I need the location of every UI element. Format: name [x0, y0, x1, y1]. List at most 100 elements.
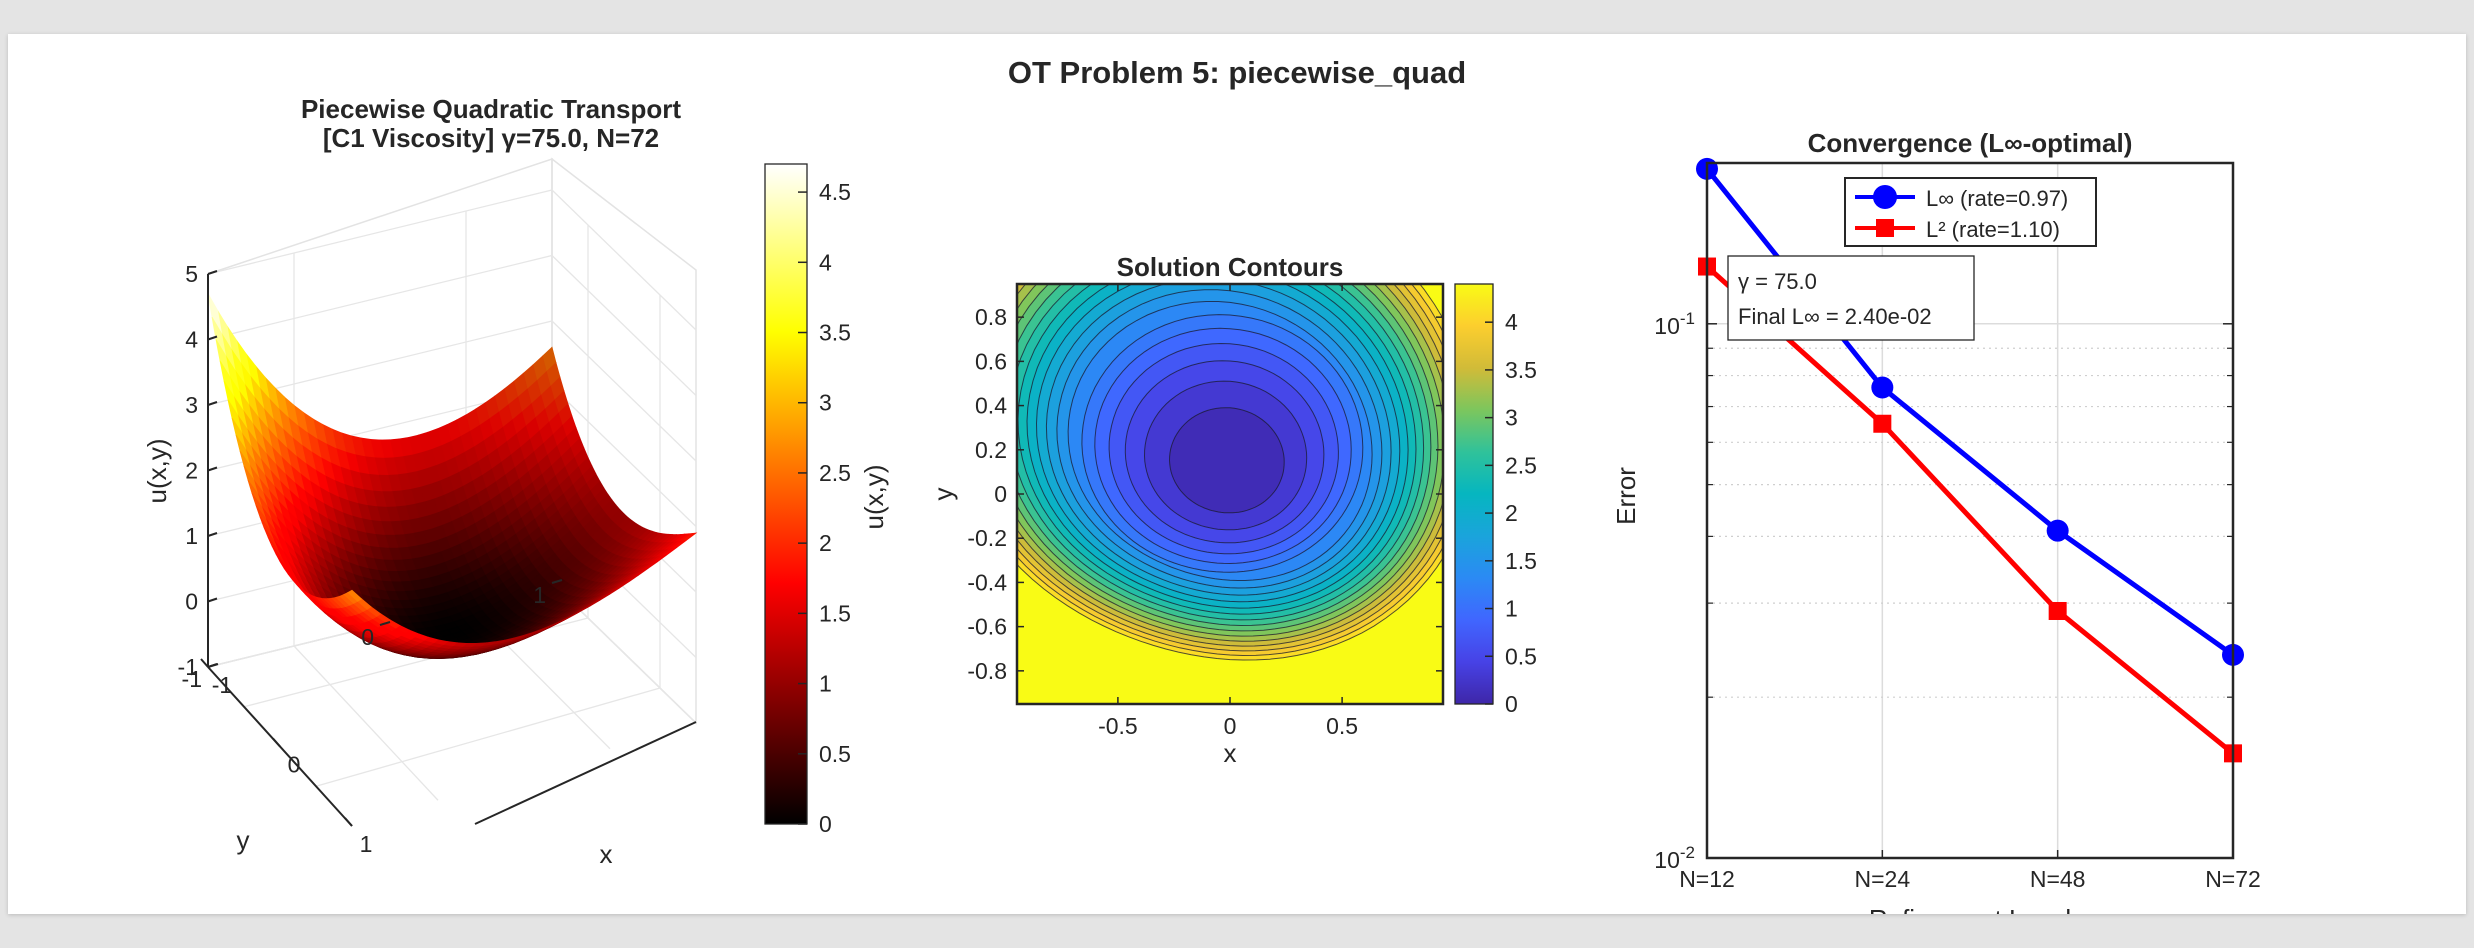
- contour-panel: Solution Contours -0.5 0 0.5 0.8 0.6 0.4 0.2 0…: [928, 252, 1537, 768]
- contour-colorbar: [1454, 283, 1494, 705]
- surface-colorbar-tick: 0: [819, 811, 832, 837]
- surface-zlabel: u(x,y): [142, 439, 172, 504]
- surface-ytick-label: -1: [182, 666, 202, 692]
- legend-entry-linf: L∞ (rate=0.97): [1926, 186, 2068, 211]
- contour-level-line: [1017, 284, 1417, 615]
- contour-level-line: [1124, 360, 1325, 544]
- contour-ylabel: y: [928, 488, 958, 501]
- surface-title-line2: [C1 Viscosity] γ=75.0, N=72: [323, 123, 659, 153]
- convergence-title: Convergence (L∞-optimal): [1808, 128, 2133, 158]
- surface-ytick-label: 1: [533, 582, 546, 608]
- convergence-xtick-label: N=24: [1855, 866, 1911, 892]
- convergence-legend: L∞ (rate=0.97) L² (rate=1.10): [1844, 177, 2097, 247]
- contour-level-line: [1056, 289, 1383, 589]
- l2-point: [2048, 601, 2067, 620]
- contour-ytick-label: -0.8: [967, 658, 1007, 684]
- surface-panel: Piecewise Quadratic Transport [C1 Viscos…: [142, 94, 889, 869]
- convergence-xtick-label: N=48: [2030, 866, 2086, 892]
- contour-colorbar-tick: 2.5: [1505, 452, 1537, 478]
- contour-level-line: [1026, 284, 1409, 609]
- convergence-axes-box: [1705, 161, 2235, 860]
- figure-window: OT Problem 5: piecewise_quad Piecewise Q…: [8, 34, 2466, 914]
- contour-colorbar-tick: 3.5: [1505, 357, 1537, 383]
- convergence-xlabel: Refinement Level: [1869, 904, 2071, 914]
- contour-level-line: [1017, 284, 1432, 627]
- contour-ytick-label: -0.6: [967, 614, 1007, 640]
- surface-xtick-label: 0: [288, 752, 301, 778]
- figure-canvas: OT Problem 5: piecewise_quad Piecewise Q…: [142, 55, 2261, 914]
- linf-point: [1871, 376, 1894, 399]
- legend-circle-marker: [1873, 185, 1897, 209]
- contour-ytick-label: 0.4: [975, 393, 1007, 419]
- convergence-series: [1696, 157, 2244, 763]
- linf-point: [2046, 519, 2069, 542]
- surface-ztick-label: 5: [185, 261, 198, 287]
- surface-ytick-label: 0: [361, 624, 374, 650]
- contour-level-line: [1067, 301, 1373, 581]
- contour-xlabel: x: [1224, 738, 1237, 768]
- surface-colorbar-tick: 3.5: [819, 320, 851, 346]
- contour-level-line: [1094, 327, 1352, 565]
- annotation-final-error: Final L∞ = 2.40e-02: [1738, 304, 1932, 329]
- series-line-l2: [1705, 264, 2235, 756]
- contour-ytick-label: 0.8: [975, 304, 1007, 330]
- legend-entry-l2: L² (rate=1.10): [1926, 217, 2060, 242]
- l2-point: [1873, 414, 1892, 433]
- contour-colorbar-tick: 1.5: [1505, 548, 1537, 574]
- contour-title: Solution Contours: [1117, 252, 1344, 282]
- contour-colorbar-tick: 1: [1505, 596, 1518, 622]
- contour-level-line: [1143, 380, 1308, 531]
- convergence-xtick-label: N=12: [1679, 866, 1735, 892]
- contour-level-line: [1081, 314, 1364, 573]
- surface-ztick-label: 0: [185, 589, 198, 615]
- contour-ytick-label: 0.2: [975, 437, 1007, 463]
- surface-colorbar: [764, 163, 808, 825]
- surface-xtick-label: -1: [212, 672, 232, 698]
- contour-ytick-label: 0: [994, 481, 1007, 507]
- surface-ylabel: y: [237, 825, 250, 855]
- contour-ytick-label: 0.6: [975, 348, 1007, 374]
- figure-suptitle: OT Problem 5: piecewise_quad: [1008, 55, 1466, 90]
- surface-colorbar-tick: 1.5: [819, 600, 851, 626]
- contour-colorbar-tick: 3: [1505, 405, 1518, 431]
- contour-level-line: [1045, 284, 1392, 596]
- contour-level-line: [1017, 284, 1443, 637]
- surface-ztick-label: 1: [185, 523, 198, 549]
- contour-level-line: [1168, 407, 1285, 514]
- annotation-gamma: γ = 75.0: [1738, 269, 1817, 294]
- convergence-annotation: γ = 75.0 Final L∞ = 2.40e-02: [1727, 255, 1975, 341]
- surface-colorbar-tick: 0.5: [819, 741, 851, 767]
- surface-ztick-label: -1: [178, 654, 198, 680]
- contour-xtick-label: 0: [1224, 713, 1237, 739]
- contour-colorbar-tick: 4: [1505, 309, 1518, 335]
- convergence-ytick-label: 10-1: [1654, 309, 1695, 339]
- contour-lines: [1017, 284, 1443, 661]
- convergence-ylabel: Error: [1611, 467, 1641, 525]
- surface-colorbar-tick: 1: [819, 671, 832, 697]
- contour-level-line: [1017, 284, 1443, 647]
- surface-colorbar-tick: 2.5: [819, 460, 851, 486]
- contour-level-line: [1108, 342, 1339, 555]
- contour-level-line: [1017, 284, 1443, 657]
- contour-colorbar-tick: 2: [1505, 500, 1518, 526]
- surface-colorbar-tick: 3: [819, 390, 832, 416]
- contour-level-line: [1035, 284, 1401, 603]
- legend-square-marker: [1876, 219, 1894, 237]
- surface-xlabel: x: [600, 839, 613, 869]
- surface-title-line1: Piecewise Quadratic Transport: [301, 94, 681, 124]
- contour-ytick-label: -0.2: [967, 525, 1007, 551]
- surface-colorbar-tick: 2: [819, 530, 832, 556]
- surface-colorbar-label: u(x,y): [859, 465, 889, 530]
- contour-xtick-label: 0.5: [1326, 713, 1358, 739]
- surface-colorbar-tick: 4: [819, 249, 832, 275]
- contour-level-line: [1017, 284, 1443, 642]
- surface-ztick-label: 3: [185, 392, 198, 418]
- surface-ztick-label: 4: [185, 327, 198, 353]
- contour-colorbar-tick: 0: [1505, 691, 1518, 717]
- surface-colorbar-tick: 4.5: [819, 179, 851, 205]
- convergence-ytick-label: 10-2: [1654, 843, 1695, 873]
- contour-xtick-label: -0.5: [1098, 713, 1138, 739]
- contour-level-line: [1017, 284, 1443, 652]
- contour-colorbar-tick: 0.5: [1505, 643, 1537, 669]
- surface-xtick-label: 1: [360, 831, 373, 857]
